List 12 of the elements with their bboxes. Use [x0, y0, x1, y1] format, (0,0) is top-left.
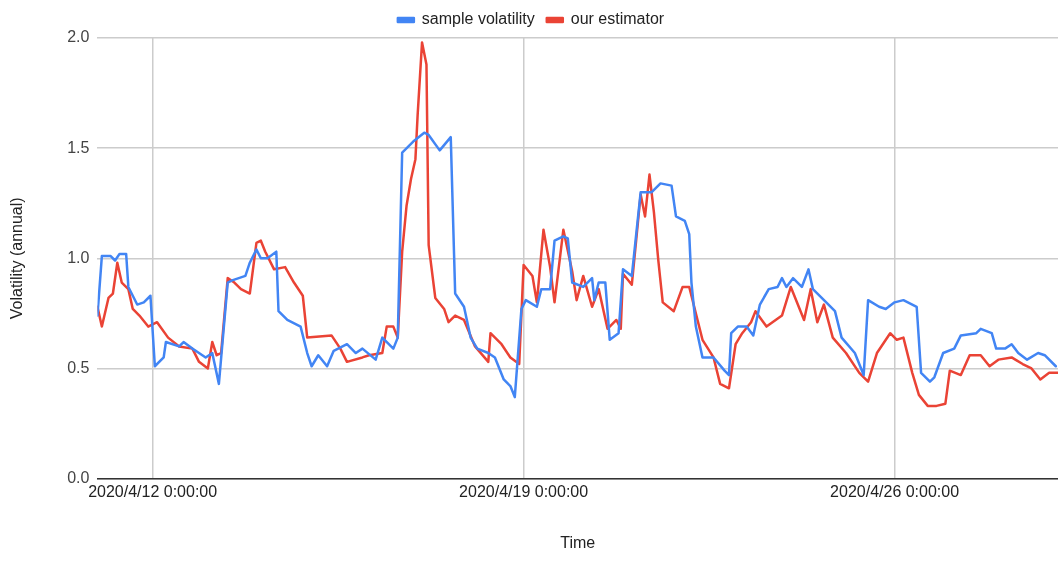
legend-label: our estimator — [570, 10, 665, 28]
y-tick-label: 0.5 — [67, 358, 90, 376]
y-tick-label: 0.0 — [67, 469, 90, 487]
x-tick-label: 2020/4/26 0:00:00 — [830, 482, 960, 500]
y-axis-title: Volatility (annual) — [8, 197, 26, 320]
y-tick-label: 1.5 — [67, 138, 90, 156]
x-axis-title: Time — [560, 533, 596, 551]
x-tick-label: 2020/4/19 0:00:00 — [459, 482, 589, 500]
legend-label: sample volatility — [421, 10, 535, 28]
x-tick-label: 2020/4/12 0:00:00 — [88, 482, 218, 500]
y-tick-label: 1.0 — [67, 248, 90, 266]
y-tick-label: 2.0 — [67, 28, 90, 46]
